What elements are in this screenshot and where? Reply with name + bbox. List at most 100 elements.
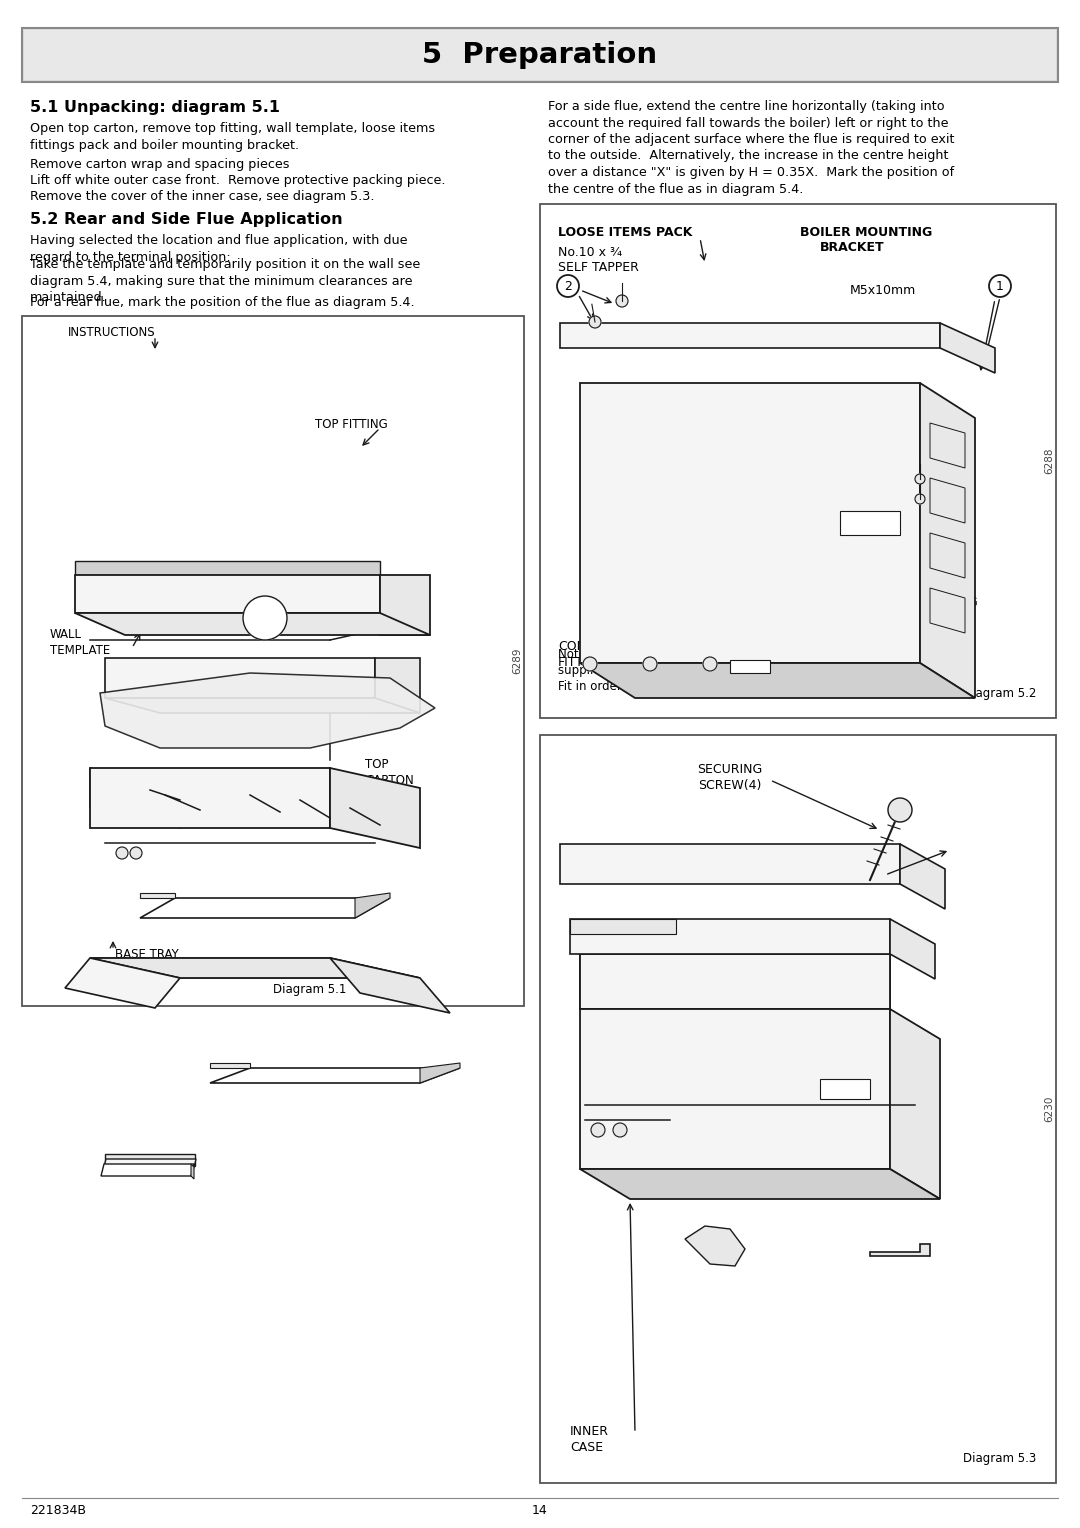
Circle shape [616, 295, 627, 307]
Polygon shape [102, 1164, 194, 1177]
Polygon shape [140, 898, 390, 918]
Polygon shape [90, 958, 420, 978]
Polygon shape [105, 1154, 195, 1166]
Text: INSTRUCTIONS: INSTRUCTIONS [68, 325, 156, 339]
Polygon shape [210, 1063, 249, 1068]
Polygon shape [580, 663, 975, 698]
Text: For a rear flue, mark the position of the flue as diagram 5.4.: For a rear flue, mark the position of th… [30, 296, 415, 309]
Polygon shape [900, 843, 945, 909]
Polygon shape [580, 384, 920, 663]
Polygon shape [75, 575, 380, 613]
Text: SECURING
SCREW(4): SECURING SCREW(4) [698, 762, 762, 792]
Polygon shape [580, 949, 890, 1008]
Text: 5.2 Rear and Side Flue Application: 5.2 Rear and Side Flue Application [30, 212, 342, 228]
Polygon shape [90, 769, 330, 828]
Polygon shape [570, 918, 676, 934]
Text: BRACKET: BRACKET [820, 241, 885, 254]
Polygon shape [870, 1244, 930, 1256]
Text: 221834B: 221834B [30, 1505, 86, 1517]
Polygon shape [685, 1225, 745, 1267]
Text: No.10 x ¾: No.10 x ¾ [558, 246, 622, 260]
Text: For a side flue, extend the centre line horizontally (taking into
account the re: For a side flue, extend the centre line … [548, 99, 955, 196]
Polygon shape [65, 958, 180, 1008]
Polygon shape [580, 1169, 940, 1199]
Circle shape [915, 474, 924, 484]
Polygon shape [191, 1164, 194, 1180]
Text: Diagram 5.2: Diagram 5.2 [962, 688, 1036, 700]
Circle shape [643, 657, 657, 671]
Circle shape [703, 657, 717, 671]
Text: Open top carton, remove top fitting, wall template, loose items
fittings pack an: Open top carton, remove top fitting, wal… [30, 122, 435, 151]
Polygon shape [930, 588, 966, 633]
Polygon shape [90, 769, 180, 828]
Polygon shape [580, 1008, 890, 1169]
Bar [22, 316, 524, 1005]
Text: Note: Casing securing screws
supplied in loose items pack.
Fit in order of numer: Note: Casing securing screws supplied in… [558, 648, 764, 694]
Text: Diagram 5.1: Diagram 5.1 [273, 983, 347, 996]
Polygon shape [355, 892, 390, 918]
Text: BASE TRAY: BASE TRAY [114, 949, 179, 961]
Polygon shape [90, 958, 420, 978]
Polygon shape [930, 533, 966, 578]
Polygon shape [930, 478, 966, 523]
Circle shape [591, 1123, 605, 1137]
Polygon shape [140, 892, 175, 898]
Polygon shape [105, 659, 375, 698]
Polygon shape [570, 918, 890, 953]
Circle shape [915, 494, 924, 504]
Circle shape [589, 316, 600, 329]
Text: Diagram 5.3: Diagram 5.3 [962, 1452, 1036, 1465]
Circle shape [888, 798, 912, 822]
Polygon shape [730, 660, 770, 672]
Bar [540, 205, 1056, 718]
Polygon shape [820, 1079, 870, 1099]
Circle shape [116, 847, 129, 859]
Bar [24, 31, 1056, 79]
Text: TOP FITTING: TOP FITTING [315, 419, 388, 431]
Circle shape [557, 275, 579, 296]
Text: INNER
FITTING: INNER FITTING [930, 579, 978, 608]
Polygon shape [100, 672, 435, 749]
Bar [540, 735, 1056, 1484]
Polygon shape [580, 953, 890, 1008]
Polygon shape [561, 843, 900, 885]
Polygon shape [210, 1068, 460, 1083]
Polygon shape [103, 1160, 195, 1170]
Text: 6288: 6288 [1044, 448, 1054, 474]
Polygon shape [75, 561, 380, 575]
Polygon shape [375, 659, 420, 714]
Text: Remove the cover of the inner case, see diagram 5.3.: Remove the cover of the inner case, see … [30, 189, 375, 203]
Polygon shape [840, 510, 900, 535]
Circle shape [583, 657, 597, 671]
Polygon shape [890, 1008, 940, 1199]
Polygon shape [420, 1063, 460, 1083]
Text: Lift off white outer case front.  Remove protective packing piece.: Lift off white outer case front. Remove … [30, 174, 446, 186]
Text: TOP
CARTON
WRAP: TOP CARTON WRAP [365, 758, 414, 802]
Polygon shape [561, 322, 940, 348]
Text: LOOSE ITEMS PACK: LOOSE ITEMS PACK [558, 226, 692, 238]
Circle shape [613, 1123, 627, 1137]
Text: 14: 14 [532, 1505, 548, 1517]
Text: Having selected the location and flue application, with due
regard to the termin: Having selected the location and flue ap… [30, 234, 407, 263]
Circle shape [130, 847, 141, 859]
Text: BOILER MOUNTING: BOILER MOUNTING [800, 226, 932, 238]
Text: 6289: 6289 [512, 648, 522, 674]
Polygon shape [890, 918, 935, 979]
Circle shape [989, 275, 1011, 296]
Text: CONTROLS
FITTING: CONTROLS FITTING [558, 640, 627, 669]
Text: Take the template and temporarily position it on the wall see
diagram 5.4, makin: Take the template and temporarily positi… [30, 258, 420, 304]
Text: INNER
CASE: INNER CASE [570, 1426, 609, 1455]
Circle shape [243, 596, 287, 640]
Polygon shape [920, 384, 975, 698]
Text: SELF TAPPER: SELF TAPPER [558, 261, 639, 274]
Text: 1: 1 [996, 280, 1004, 292]
Polygon shape [75, 613, 430, 636]
Text: Remove carton wrap and spacing pieces: Remove carton wrap and spacing pieces [30, 157, 289, 171]
Polygon shape [330, 769, 420, 848]
Text: WALL
TEMPLATE: WALL TEMPLATE [50, 628, 110, 657]
FancyBboxPatch shape [22, 28, 1058, 83]
Text: 6230: 6230 [1044, 1096, 1054, 1122]
Polygon shape [930, 423, 966, 468]
Polygon shape [940, 322, 995, 373]
Polygon shape [105, 698, 420, 714]
